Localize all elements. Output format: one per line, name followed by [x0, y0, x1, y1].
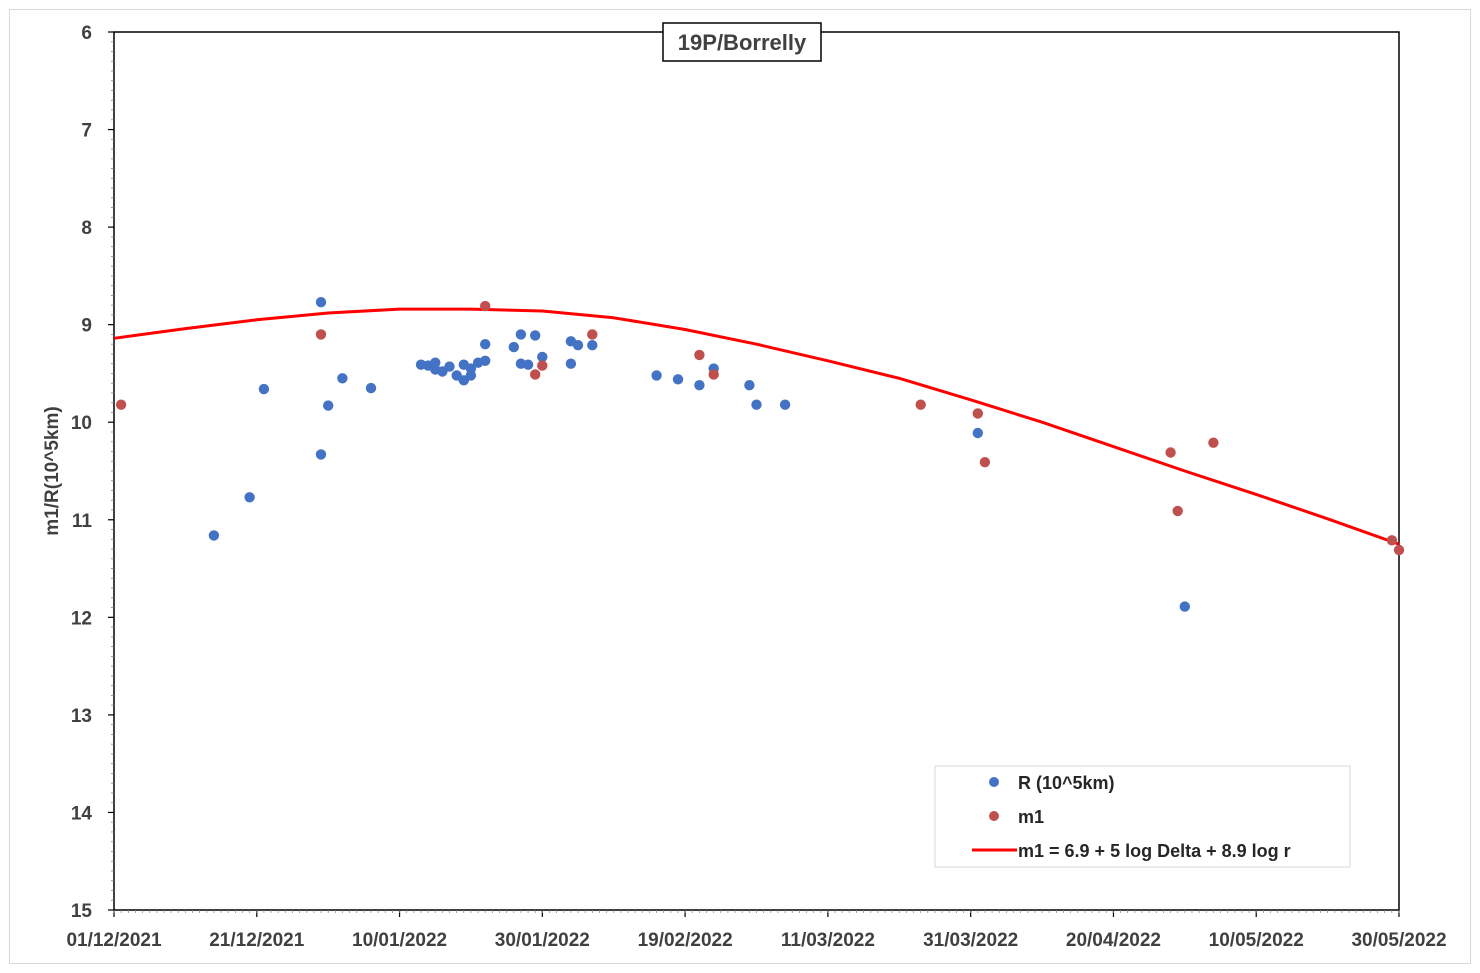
m1-point	[480, 300, 491, 312]
m1-point	[1208, 437, 1219, 448]
chart-title-frame	[662, 22, 822, 62]
R-point	[530, 330, 541, 341]
R-point	[337, 373, 348, 384]
m1-point	[708, 369, 719, 380]
R-point	[508, 341, 519, 353]
R-point	[779, 399, 791, 410]
R-point	[208, 530, 220, 541]
x-tick-label: 20/04/2022	[1066, 930, 1161, 951]
y-tick-label: 10	[71, 413, 92, 434]
legend-label-model: m1 = 6.9 + 5 log Delta + 8.9 log r	[1018, 841, 1291, 861]
m1-point	[115, 399, 127, 410]
x-tick-label: 11/03/2022	[781, 930, 875, 951]
m1-point	[587, 329, 598, 340]
R-point	[537, 351, 548, 363]
R-point	[465, 363, 477, 374]
m1-point	[694, 349, 705, 361]
x-tick-label: 19/02/2022	[638, 930, 733, 951]
R-point	[651, 370, 662, 381]
y-tick-label: 9	[81, 316, 92, 337]
R-point	[244, 492, 255, 503]
m1-point	[1165, 447, 1176, 458]
y-tick-label: 13	[71, 706, 92, 727]
x-axis: 01/12/2021 21/12/2021 10/01/2022 30/01/2022…	[66, 910, 1447, 951]
R-point	[1179, 601, 1191, 612]
m1-point	[979, 457, 991, 468]
R-point	[315, 297, 327, 308]
R-point	[672, 374, 684, 385]
chart-frame	[9, 9, 1471, 964]
R-point	[972, 427, 983, 439]
m1-point	[915, 399, 926, 410]
model-curve	[113, 307, 1400, 546]
R-point	[444, 361, 455, 372]
x-tick-label: 31/03/2022	[923, 930, 1018, 951]
y-tick-label: 12	[71, 608, 92, 629]
legend: R (10^5km) m1 m1 = 6.9 + 5 log Delta + 8…	[934, 765, 1351, 868]
R-point	[258, 383, 270, 395]
x-tick-label: 10/01/2022	[352, 930, 447, 951]
R-point	[565, 358, 577, 369]
y-tick-label: 6	[81, 23, 92, 44]
legend-marker-R	[989, 777, 999, 787]
m1-point	[1172, 505, 1183, 517]
R-point	[515, 329, 527, 340]
R-point	[751, 399, 762, 410]
x-tick-label: 10/05/2022	[1209, 930, 1304, 951]
m1-point	[315, 329, 327, 340]
R-point	[480, 339, 491, 350]
m1-point	[530, 369, 541, 380]
x-tick-label: 30/01/2022	[495, 930, 590, 951]
R-point	[587, 340, 598, 351]
series-layer	[113, 297, 1405, 612]
y-axis: 6 7 8 9 10 11 12 13 14 15	[71, 23, 114, 922]
R-point	[365, 382, 377, 394]
m1-point	[1386, 535, 1398, 546]
x-tick-label: 01/12/2021	[66, 930, 162, 951]
legend-label-R: R (10^5km)	[1018, 773, 1115, 793]
y-axis-title: m1/R(10^5km)	[42, 406, 63, 535]
m1-point	[1393, 544, 1405, 556]
chart-title-box: 19P/Borrelly	[662, 22, 822, 62]
y-tick-label: 15	[71, 901, 93, 922]
x-tick-label: 21/12/2021	[209, 930, 305, 951]
R-point	[522, 359, 534, 370]
R-point	[323, 400, 334, 411]
y-tick-label: 8	[81, 218, 92, 239]
R-point	[694, 380, 705, 391]
R-point	[744, 380, 755, 391]
x-tick-label: 30/05/2022	[1351, 930, 1446, 951]
y-tick-label: 11	[72, 511, 93, 532]
m1-point	[537, 360, 548, 371]
y-tick-label: 7	[81, 121, 92, 142]
legend-label-m1: m1	[1018, 807, 1044, 827]
y-tick-label: 14	[71, 803, 93, 824]
R-point	[315, 449, 327, 460]
legend-marker-m1	[989, 811, 999, 821]
R-point	[480, 355, 491, 366]
chart-title: 19P/Borrelly	[678, 30, 807, 55]
m1-point	[972, 408, 983, 419]
R-point	[572, 340, 584, 351]
